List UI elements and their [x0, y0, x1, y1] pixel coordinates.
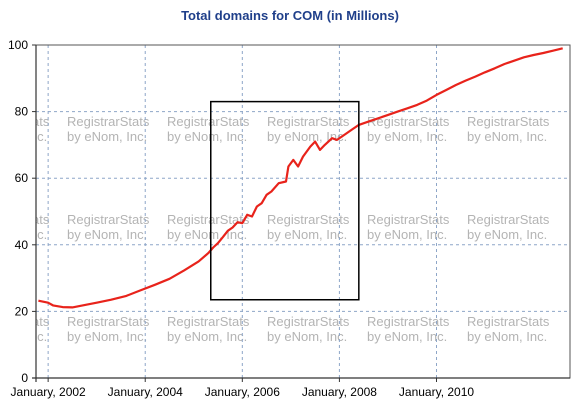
watermark-line1: RegistrarStats — [167, 212, 250, 227]
x-tick-label: January, 2004 — [108, 385, 183, 399]
watermark-line2: by eNom, Inc. — [467, 129, 547, 144]
watermark-line1: RegistrarStats — [67, 314, 150, 329]
watermark-line2: by eNom, Inc. — [467, 227, 547, 242]
watermark-line1: RegistrarStats — [67, 212, 150, 227]
watermark-line1: RegistrarStats — [0, 314, 50, 329]
watermark-line1: RegistrarStats — [67, 114, 150, 129]
y-tick-label: 60 — [15, 171, 29, 185]
watermark-line2: by eNom, Inc. — [0, 129, 47, 144]
watermark-line1: RegistrarStats — [0, 212, 50, 227]
watermark-line2: by eNom, Inc. — [67, 227, 147, 242]
watermark-line1: RegistrarStats — [167, 114, 250, 129]
watermark-line2: by eNom, Inc. — [367, 227, 447, 242]
y-tick-label: 20 — [15, 304, 29, 318]
watermark-line2: by eNom, Inc. — [167, 227, 247, 242]
y-tick-labels: 0 20 40 60 80 100 — [8, 38, 28, 385]
watermark-line1: RegistrarStats — [267, 212, 350, 227]
x-tick-label: January, 2006 — [205, 385, 280, 399]
series-line — [38, 47, 563, 309]
watermark-line1: RegistrarStats — [267, 314, 350, 329]
watermark-line1: RegistrarStats — [467, 212, 550, 227]
watermark-line2: by eNom, Inc. — [67, 329, 147, 344]
annotation-rectangle — [210, 100, 360, 301]
watermark-line1: RegistrarStats — [367, 114, 450, 129]
watermark-line1: RegistrarStats — [467, 114, 550, 129]
axes — [32, 44, 570, 382]
watermark-line2: by eNom, Inc. — [0, 329, 47, 344]
watermark-line2: by eNom, Inc. — [67, 129, 147, 144]
y-tick-label: 100 — [8, 38, 28, 52]
y-tick-label: 80 — [15, 105, 29, 119]
watermark-line1: RegistrarStats — [367, 314, 450, 329]
x-tick-label: January, 2002 — [11, 385, 86, 399]
watermark-line2: by eNom, Inc. — [167, 129, 247, 144]
watermark-line1: RegistrarStats — [467, 314, 550, 329]
watermark-line2: by eNom, Inc. — [267, 329, 347, 344]
watermark-line1: RegistrarStats — [0, 114, 50, 129]
watermark-line2: by eNom, Inc. — [367, 129, 447, 144]
chart-title: Total domains for COM (in Millions) — [181, 8, 399, 23]
watermark-line2: by eNom, Inc. — [267, 227, 347, 242]
y-tick-label: 40 — [15, 238, 29, 252]
watermark-line2: by eNom, Inc. — [267, 129, 347, 144]
watermark-line1: RegistrarStats — [367, 212, 450, 227]
watermark-line2: by eNom, Inc. — [0, 227, 47, 242]
x-tick-labels: January, 2002 January, 2004 January, 2006 J… — [11, 385, 475, 399]
y-tick-label: 0 — [21, 371, 28, 385]
watermark-line1: RegistrarStats — [267, 114, 350, 129]
watermark-line1: RegistrarStats — [167, 314, 250, 329]
watermark-line2: by eNom, Inc. — [467, 329, 547, 344]
watermark-line2: by eNom, Inc. — [167, 329, 247, 344]
watermark-line2: by eNom, Inc. — [367, 329, 447, 344]
x-tick-label: January, 2010 — [399, 385, 474, 399]
x-tick-label: January, 2008 — [302, 385, 377, 399]
